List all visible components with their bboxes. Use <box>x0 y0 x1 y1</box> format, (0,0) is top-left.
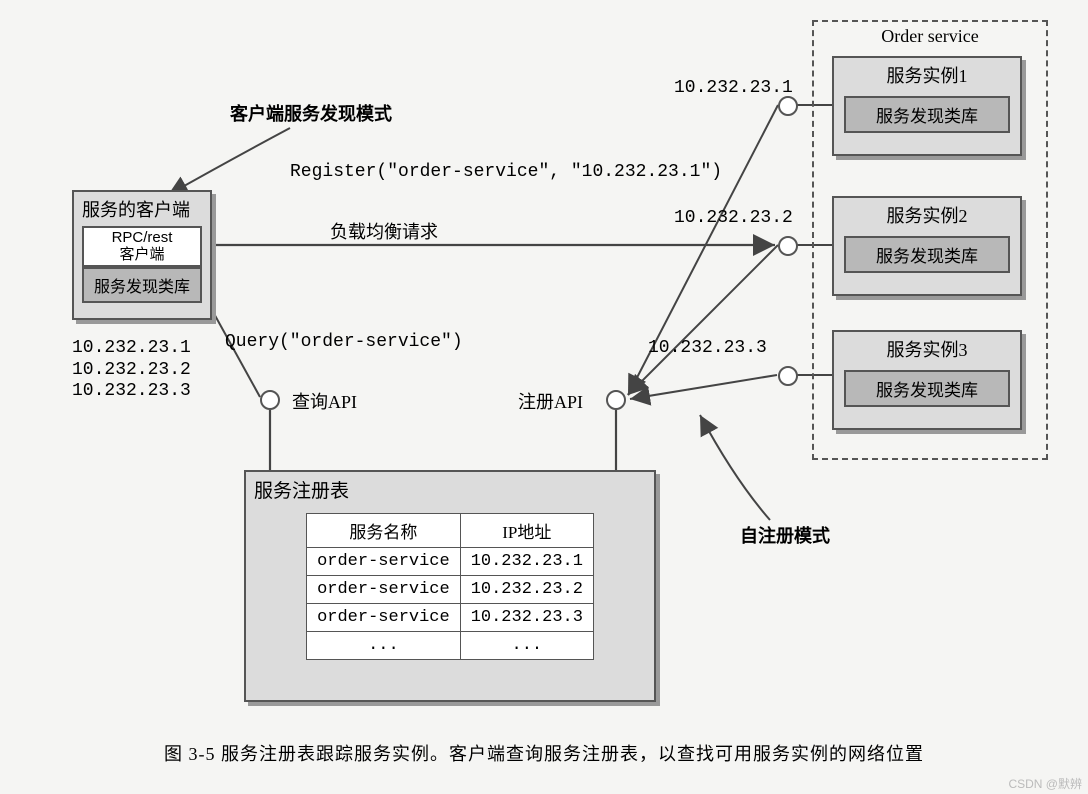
client-ip-2: 10.232.23.2 <box>72 360 191 382</box>
instance1-box: 服务实例1 服务发现类库 <box>832 56 1022 156</box>
client-ip-3: 10.232.23.3 <box>72 381 191 403</box>
watermark: CSDN @默辨 <box>1008 775 1082 792</box>
figure-caption: 图 3-5 服务注册表跟踪服务实例。客户端查询服务注册表，以查找可用服务实例的网… <box>40 740 1048 766</box>
label-register-call: Register("order-service", "10.232.23.1") <box>290 162 722 182</box>
label-self-register: 自注册模式 <box>740 522 830 548</box>
instance2-lib: 服务发现类库 <box>844 236 1010 273</box>
instance1-ip: 10.232.23.1 <box>674 78 793 98</box>
registry-col-1: 服务名称 <box>307 514 461 548</box>
instance1-lib: 服务发现类库 <box>844 96 1010 133</box>
instance2-port-circle <box>778 236 798 256</box>
registry-col-2: IP地址 <box>460 514 593 548</box>
client-rpc-box: RPC/rest 客户端 <box>82 226 202 267</box>
table-row: order-service10.232.23.1 <box>307 548 594 576</box>
instance1-title: 服务实例1 <box>834 58 1020 92</box>
instance2-title: 服务实例2 <box>834 198 1020 232</box>
registry-box: 服务注册表 服务名称 IP地址 order-service10.232.23.1… <box>244 470 656 702</box>
instance2-box: 服务实例2 服务发现类库 <box>832 196 1022 296</box>
table-row: ...... <box>307 632 594 660</box>
instance2-ip: 10.232.23.2 <box>674 208 793 228</box>
register-api-circle <box>606 390 626 410</box>
client-ip-1: 10.232.23.1 <box>72 338 191 360</box>
label-load-balance: 负载均衡请求 <box>330 218 438 244</box>
query-api-circle <box>260 390 280 410</box>
client-ip-list: 10.232.23.1 10.232.23.2 10.232.23.3 <box>72 338 191 403</box>
table-row: order-service10.232.23.2 <box>307 576 594 604</box>
instance3-lib: 服务发现类库 <box>844 370 1010 407</box>
instance3-port-circle <box>778 366 798 386</box>
instance3-title: 服务实例3 <box>834 332 1020 366</box>
label-client-discovery: 客户端服务发现模式 <box>230 100 392 126</box>
table-row: order-service10.232.23.3 <box>307 604 594 632</box>
label-query-api: 查询API <box>292 388 357 414</box>
instance1-port-circle <box>778 96 798 116</box>
client-title: 服务的客户端 <box>74 192 210 226</box>
client-lib-box: 服务发现类库 <box>82 267 202 303</box>
order-service-title: Order service <box>814 22 1046 51</box>
registry-title: 服务注册表 <box>246 472 654 507</box>
label-query-call: Query("order-service") <box>225 332 463 352</box>
label-register-api: 注册API <box>518 388 583 414</box>
instance3-box: 服务实例3 服务发现类库 <box>832 330 1022 430</box>
client-box: 服务的客户端 RPC/rest 客户端 服务发现类库 <box>72 190 212 320</box>
instance3-ip: 10.232.23.3 <box>648 338 767 358</box>
registry-table: 服务名称 IP地址 order-service10.232.23.1 order… <box>306 513 594 660</box>
